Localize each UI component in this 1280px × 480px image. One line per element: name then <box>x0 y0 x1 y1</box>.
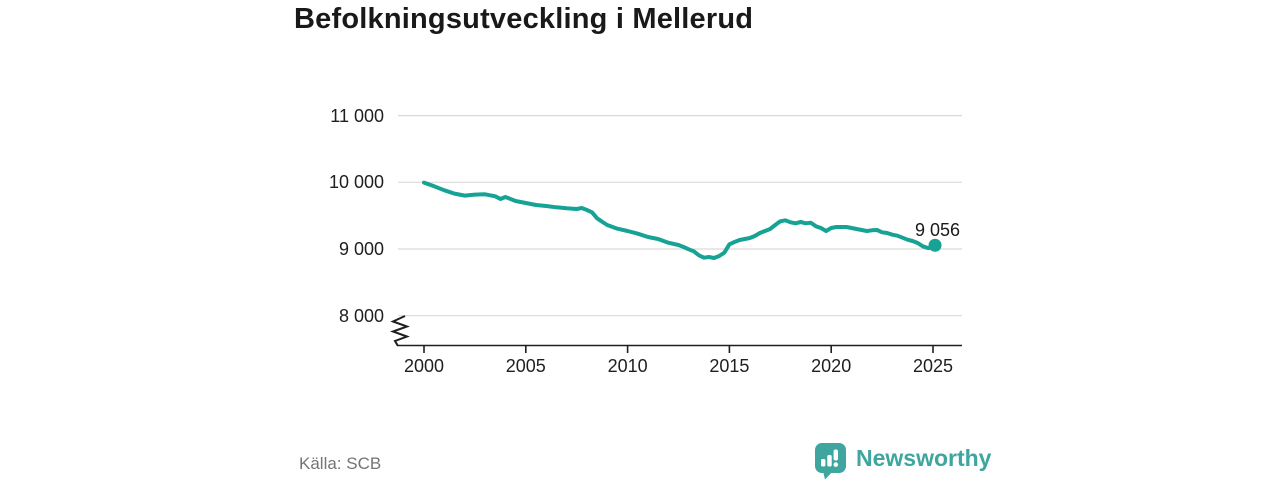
newsworthy-logo: Newsworthy <box>814 442 991 480</box>
end-point-dot <box>928 238 942 252</box>
y-tick-label: 10 000 <box>328 172 384 193</box>
population-series-line <box>422 180 937 260</box>
axis-break-icon <box>390 315 410 347</box>
x-tick-label: 2015 <box>709 356 750 376</box>
x-tick-label: 2010 <box>607 356 648 376</box>
x-tick-label: 2000 <box>403 356 445 376</box>
y-tick-label: 11 000 <box>330 105 384 126</box>
x-tick-label: 2005 <box>505 356 546 376</box>
chart-title: Befolkningsutveckling i Mellerud <box>294 3 754 35</box>
x-tick-label: 2020 <box>811 356 852 376</box>
y-tick-label: 8 000 <box>338 305 384 326</box>
newsworthy-speech-bubble-chart-icon <box>815 443 846 480</box>
latest-value-label: 9 056 <box>914 220 960 240</box>
brand-name: Newsworthy <box>856 445 992 471</box>
y-tick-label: 9 000 <box>338 239 384 259</box>
source-note: Källa: SCB <box>299 454 382 473</box>
x-tick-label: 2025 <box>912 356 954 376</box>
